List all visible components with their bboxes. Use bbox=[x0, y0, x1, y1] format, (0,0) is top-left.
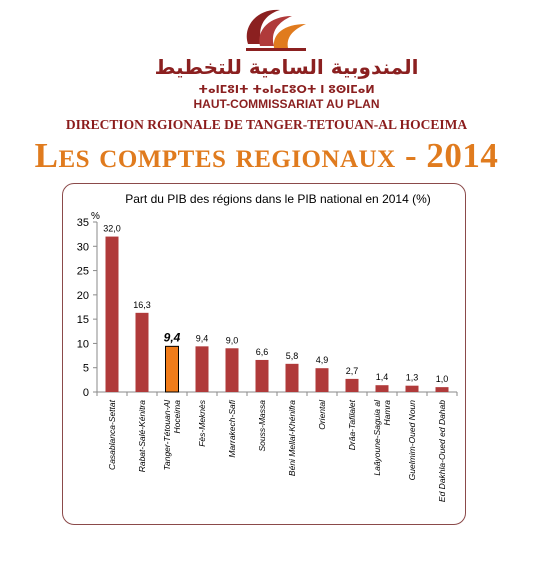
y-tick-label: 30 bbox=[77, 241, 89, 253]
tifinagh-institution-name: ⵜⴰⵏⵎⵓⵏⵜ ⵜⴰⵏⴰⵎⵓⵔⵜ ⵏ ⵓⵙⵏⵎⴰⵍ bbox=[198, 83, 375, 96]
bar-10 bbox=[405, 385, 419, 392]
x-category-label-line: Ed Dakhla-Oued ed Dahab bbox=[437, 400, 447, 502]
bar-8 bbox=[345, 378, 359, 392]
bar-value-label: 9,0 bbox=[226, 335, 239, 345]
bar-value-label: 9,4 bbox=[164, 330, 181, 344]
bar-11 bbox=[435, 387, 449, 392]
x-category-label: Tanger-Tétouan-Al Hoceima bbox=[162, 399, 182, 471]
bar-value-label: 1,3 bbox=[406, 373, 419, 383]
bar-0 bbox=[105, 236, 119, 392]
hcp-logo-icon bbox=[246, 9, 306, 51]
bar-value-label: 2,7 bbox=[346, 366, 359, 376]
main-title: Les comptes regionaux - 2014 bbox=[34, 136, 499, 175]
y-tick-label: 20 bbox=[77, 290, 89, 302]
chart-category-labels: Casablanca-Settat Rabat-Salé-Kénitra Tange… bbox=[107, 399, 447, 502]
bar-value-label: 9,4 bbox=[196, 333, 209, 343]
x-category-label-line: Oriental bbox=[317, 399, 327, 430]
y-axis-unit-label: % bbox=[91, 211, 100, 222]
chart-axes: 0 5 10 15 20 25 30 35 bbox=[77, 217, 458, 399]
x-category-label: Casablanca-Settat bbox=[107, 399, 117, 470]
y-tick-label: 10 bbox=[77, 338, 89, 350]
chart-frame bbox=[62, 183, 466, 525]
x-category-label: Béni Mellal-Khénifra bbox=[287, 400, 297, 476]
x-category-label-line: Laâyoune-Saguia al bbox=[372, 399, 382, 476]
x-category-label: Fès-Meknès bbox=[197, 399, 207, 447]
x-category-label: Guelmim-Oued Noun bbox=[407, 400, 417, 481]
x-category-label-line: Casablanca-Settat bbox=[107, 399, 117, 470]
french-institution-name: HAUT-COMMISSARIAT AU PLAN bbox=[193, 97, 380, 111]
bar-1 bbox=[135, 312, 149, 392]
bar-6 bbox=[285, 363, 299, 392]
x-category-label-line: Béni Mellal-Khénifra bbox=[287, 400, 297, 476]
x-category-label: Ed Dakhla-Oued ed Dahab bbox=[437, 400, 447, 502]
bar-value-label: 6,6 bbox=[256, 347, 269, 357]
bar-value-label: 5,8 bbox=[286, 351, 299, 361]
x-category-label-line: Souss-Massa bbox=[257, 400, 267, 452]
x-category-label-line: Hoceima bbox=[172, 400, 182, 434]
bar-2 bbox=[165, 345, 179, 393]
x-category-label: Souss-Massa bbox=[257, 400, 267, 452]
x-category-label-line: Hamra bbox=[382, 400, 392, 426]
y-tick-label: 35 bbox=[77, 217, 89, 229]
x-category-label: Marrakech-Safi bbox=[227, 399, 237, 458]
bar-9 bbox=[375, 385, 389, 392]
x-category-label-line: Fès-Meknès bbox=[197, 399, 207, 447]
bar-4 bbox=[225, 348, 239, 392]
y-tick-label: 15 bbox=[77, 314, 89, 326]
y-tick-label: 25 bbox=[77, 266, 89, 278]
x-category-label-line: Drâa-Tafilalet bbox=[347, 399, 357, 450]
bar-value-label: 1,4 bbox=[376, 372, 389, 382]
x-category-label-line: Rabat-Salé-Kénitra bbox=[137, 400, 147, 473]
bar-value-label: 1,0 bbox=[436, 374, 449, 384]
bar-5 bbox=[255, 359, 269, 392]
x-category-label-line: Tanger-Tétouan-Al bbox=[162, 399, 172, 471]
bar-value-label: 4,9 bbox=[316, 355, 329, 365]
x-category-label-line: Guelmim-Oued Noun bbox=[407, 400, 417, 481]
chart-bars bbox=[105, 236, 449, 393]
y-tick-label: 5 bbox=[83, 363, 89, 375]
x-category-label: Rabat-Salé-Kénitra bbox=[137, 400, 147, 473]
bar-7 bbox=[315, 368, 329, 392]
x-category-label-line: Marrakech-Safi bbox=[227, 399, 237, 458]
chart-title: Part du PIB des régions dans le PIB nati… bbox=[125, 192, 431, 206]
chart-value-labels: 32,0 16,3 9,4 9,4 9,0 6,6 5,8 4,9 2,7 1,4 1,3 1,0 bbox=[103, 224, 448, 385]
arabic-institution-name: المندوبية السامية للتخطيط bbox=[154, 55, 419, 79]
x-category-label: Oriental bbox=[317, 399, 327, 430]
x-category-label: Drâa-Tafilalet bbox=[347, 399, 357, 450]
gdp-share-bar-chart: Part du PIB des régions dans le PIB nati… bbox=[77, 192, 458, 502]
y-tick-label: 0 bbox=[83, 387, 89, 399]
bar-value-label: 32,0 bbox=[103, 224, 121, 234]
bar-3 bbox=[195, 346, 209, 392]
regional-direction-title: DIRECTION RGIONALE DE TANGER-TETOUAN-AL … bbox=[65, 117, 468, 132]
bar-value-label: 16,3 bbox=[133, 300, 151, 310]
x-category-label: Laâyoune-Saguia al Hamra bbox=[372, 399, 392, 476]
